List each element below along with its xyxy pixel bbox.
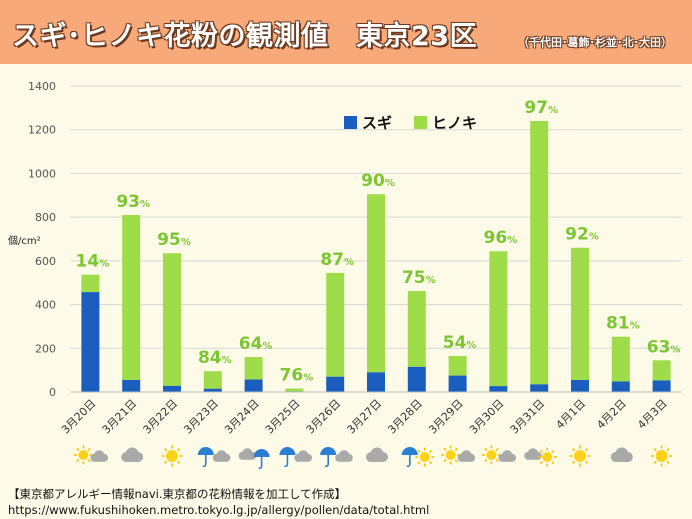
bar-hinoki bbox=[244, 357, 263, 380]
y-tick-label: 1000 bbox=[28, 167, 56, 180]
weather-icon-sun-cloud bbox=[481, 445, 516, 465]
x-tick-label: 3月21日 bbox=[100, 397, 140, 437]
bar-hinoki bbox=[448, 355, 467, 376]
bar-hinoki bbox=[285, 388, 304, 392]
page-title: スギ･ヒノキ花粉の観測値 東京23区 bbox=[12, 21, 478, 52]
bar-hinoki bbox=[489, 251, 508, 387]
x-tick-label: 4月1日 bbox=[553, 397, 588, 432]
x-tick-label: 3月25日 bbox=[263, 397, 303, 437]
x-tick-label: 4月3日 bbox=[635, 397, 670, 432]
weather-icon-sun-cloud bbox=[441, 445, 476, 465]
weather-icon-sun bbox=[651, 445, 673, 467]
bar-sugi bbox=[122, 379, 141, 392]
x-tick-label: 3月26日 bbox=[304, 397, 344, 437]
x-tick-label: 3月23日 bbox=[181, 397, 221, 437]
hinoki-percent-label: 92% bbox=[565, 225, 599, 245]
weather-icon-sun bbox=[161, 445, 183, 467]
y-tick-label: 0 bbox=[49, 386, 56, 399]
weather-icon-umbrella-sun bbox=[401, 447, 435, 468]
bar-sugi bbox=[489, 386, 508, 392]
source-url[interactable]: https://www.fukushihoken.metro.tokyo.lg.… bbox=[8, 503, 430, 517]
legend-label-hinoki: ヒノキ bbox=[432, 114, 477, 132]
hinoki-percent-label: 95% bbox=[157, 230, 191, 250]
hinoki-percent-label: 54% bbox=[443, 333, 477, 353]
weather-icon-umbrella-cloud bbox=[320, 447, 353, 468]
weather-icon-cloud bbox=[366, 447, 388, 462]
x-tick-label: 3月20日 bbox=[59, 397, 99, 437]
hinoki-percent-label: 76% bbox=[280, 366, 314, 386]
bar-sugi bbox=[326, 376, 345, 392]
legend-swatch-hinoki bbox=[414, 116, 427, 129]
legend-swatch-sugi bbox=[344, 116, 357, 129]
bar-sugi bbox=[530, 384, 549, 392]
title-banner: スギ･ヒノキ花粉の観測値 東京23区 （千代田･葛飾･杉並･北･大田） bbox=[0, 0, 692, 64]
y-tick-label: 400 bbox=[35, 299, 56, 312]
bar-hinoki bbox=[81, 274, 100, 293]
weather-icon-cloud bbox=[610, 447, 633, 462]
legend-label-sugi: スギ bbox=[362, 114, 392, 132]
hinoki-percent-label: 96% bbox=[484, 228, 518, 248]
page-subtitle: （千代田･葛飾･杉並･北･大田） bbox=[518, 36, 672, 49]
bar-hinoki bbox=[203, 371, 222, 389]
y-tick-label: 200 bbox=[35, 342, 56, 355]
hinoki-percent-label: 90% bbox=[361, 171, 395, 191]
bar-hinoki bbox=[652, 360, 671, 381]
bar-sugi bbox=[163, 385, 181, 392]
bar-hinoki bbox=[122, 214, 141, 380]
hinoki-percent-label: 63% bbox=[647, 337, 681, 357]
bar-sugi bbox=[652, 380, 671, 392]
hinoki-percent-label: 64% bbox=[239, 334, 273, 354]
weather-icon-cloud-umbrella bbox=[238, 448, 270, 470]
x-tick-label: 3月22日 bbox=[141, 397, 181, 437]
weather-icon-cloud-sun bbox=[524, 447, 557, 467]
weather-icon-sun bbox=[569, 445, 591, 467]
bar-sugi bbox=[407, 366, 426, 392]
bar-hinoki bbox=[163, 253, 181, 386]
bar-sugi bbox=[571, 379, 589, 392]
source-note: 【東京都アレルギー情報navi.東京都の花粉情報を加工して作成】 bbox=[8, 487, 347, 501]
x-tick-label: 3月29日 bbox=[426, 397, 466, 437]
bar-hinoki bbox=[326, 272, 345, 377]
bar-sugi bbox=[244, 379, 263, 392]
bar-sugi bbox=[81, 292, 100, 392]
hinoki-percent-label: 84% bbox=[198, 348, 232, 368]
weather-icon-sun-cloud bbox=[73, 445, 108, 465]
hinoki-percent-label: 75% bbox=[402, 268, 436, 288]
x-tick-label: 3月28日 bbox=[385, 397, 425, 437]
hinoki-percent-label: 14% bbox=[76, 252, 110, 272]
bar-hinoki bbox=[407, 291, 426, 367]
x-tick-label: 3月24日 bbox=[222, 397, 262, 437]
y-tick-label: 1400 bbox=[28, 80, 56, 93]
hinoki-percent-label: 97% bbox=[524, 98, 558, 118]
bar-sugi bbox=[448, 375, 467, 392]
x-tick-label: 4月2日 bbox=[594, 397, 629, 432]
x-tick-label: 3月30日 bbox=[467, 397, 507, 437]
bar-sugi bbox=[611, 381, 630, 392]
hinoki-percent-label: 81% bbox=[606, 314, 640, 334]
bar-hinoki bbox=[367, 194, 385, 373]
weather-icon-umbrella-cloud bbox=[279, 447, 312, 468]
y-axis-label: 個/cm² bbox=[8, 234, 41, 247]
bar-hinoki bbox=[571, 247, 589, 380]
bar-hinoki bbox=[611, 336, 630, 382]
x-tick-label: 3月31日 bbox=[508, 397, 548, 437]
x-tick-label: 3月27日 bbox=[345, 397, 385, 437]
weather-icon-cloud bbox=[121, 447, 144, 462]
y-tick-label: 600 bbox=[35, 255, 56, 268]
bar-hinoki bbox=[530, 120, 549, 385]
bar-sugi bbox=[367, 372, 385, 392]
bar-sugi bbox=[203, 388, 222, 392]
weather-icon-umbrella-cloud bbox=[197, 447, 231, 468]
hinoki-percent-label: 93% bbox=[116, 192, 150, 212]
y-tick-label: 800 bbox=[35, 211, 56, 224]
hinoki-percent-label: 87% bbox=[320, 250, 354, 270]
y-tick-label: 1200 bbox=[28, 124, 56, 137]
